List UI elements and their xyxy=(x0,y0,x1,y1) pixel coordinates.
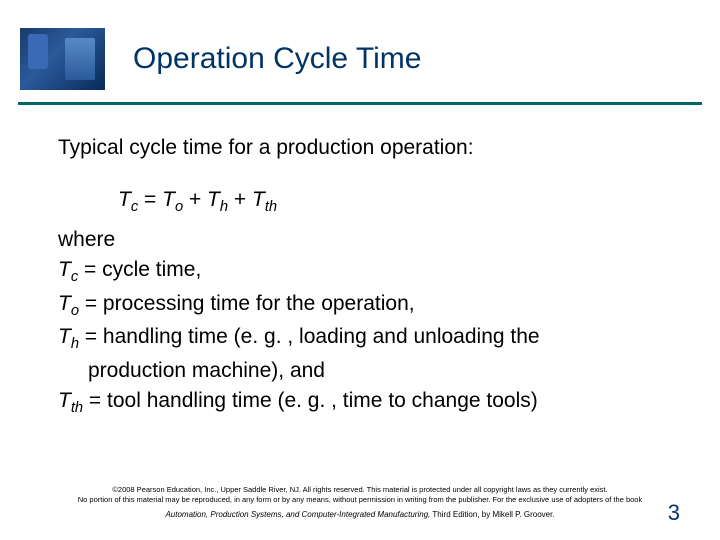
copyright-line2: No portion of this material may be repro… xyxy=(40,495,680,504)
formula-tth-var: T xyxy=(252,188,265,211)
slide-footer: ©2008 Pearson Education, Inc., Upper Sad… xyxy=(0,485,720,520)
def-tc-var: T xyxy=(58,258,71,281)
formula-th-sub: h xyxy=(220,200,228,216)
formula-tc-var: T xyxy=(118,188,131,211)
def-tth-text: = tool handling time (e. g. , time to ch… xyxy=(83,389,538,412)
def-th-var: T xyxy=(58,325,71,348)
formula-plus1: + xyxy=(183,188,207,211)
def-to: To = processing time for the operation, xyxy=(58,289,668,323)
formula-eq: = xyxy=(138,188,162,211)
formula-to-var: T xyxy=(162,188,175,211)
def-to-var: T xyxy=(58,292,71,315)
intro-text: Typical cycle time for a production oper… xyxy=(58,133,668,163)
formula-plus2: + xyxy=(228,188,252,211)
slide-title: Operation Cycle Time xyxy=(105,28,421,76)
formula-to-sub: o xyxy=(175,200,183,216)
def-to-sub: o xyxy=(71,303,79,319)
def-th: Th = handling time (e. g. , loading and … xyxy=(58,322,668,356)
header-thumbnail xyxy=(20,28,105,90)
citation-line: Automation, Production Systems, and Comp… xyxy=(40,510,680,520)
def-th-sub: h xyxy=(71,337,79,353)
def-tc: Tc = cycle time, xyxy=(58,255,668,289)
definitions-block: where Tc = cycle time, To = processing t… xyxy=(58,225,668,420)
formula-tth-sub: th xyxy=(265,200,277,216)
slide-content: Typical cycle time for a production oper… xyxy=(0,105,720,420)
def-to-text: = processing time for the operation, xyxy=(79,292,415,315)
where-label: where xyxy=(58,225,668,255)
def-tc-text: = cycle time, xyxy=(78,258,201,281)
page-number: 3 xyxy=(668,500,680,526)
slide-header: Operation Cycle Time xyxy=(0,0,720,90)
formula-th-var: T xyxy=(207,188,220,211)
copyright-line1: ©2008 Pearson Education, Inc., Upper Sad… xyxy=(40,485,680,494)
def-tth: Tth = tool handling time (e. g. , time t… xyxy=(58,386,668,420)
book-edition: Third Edition, by Mikell P. Groover. xyxy=(430,510,554,519)
def-tth-sub: th xyxy=(71,401,83,417)
book-title: Automation, Production Systems, and Comp… xyxy=(165,510,430,519)
def-th-text: = handling time (e. g. , loading and unl… xyxy=(79,325,540,348)
cycle-time-formula: Tc = To + Th + Tth xyxy=(58,185,668,219)
def-th-text-cont: production machine), and xyxy=(58,356,668,386)
def-tth-var: T xyxy=(58,389,71,412)
